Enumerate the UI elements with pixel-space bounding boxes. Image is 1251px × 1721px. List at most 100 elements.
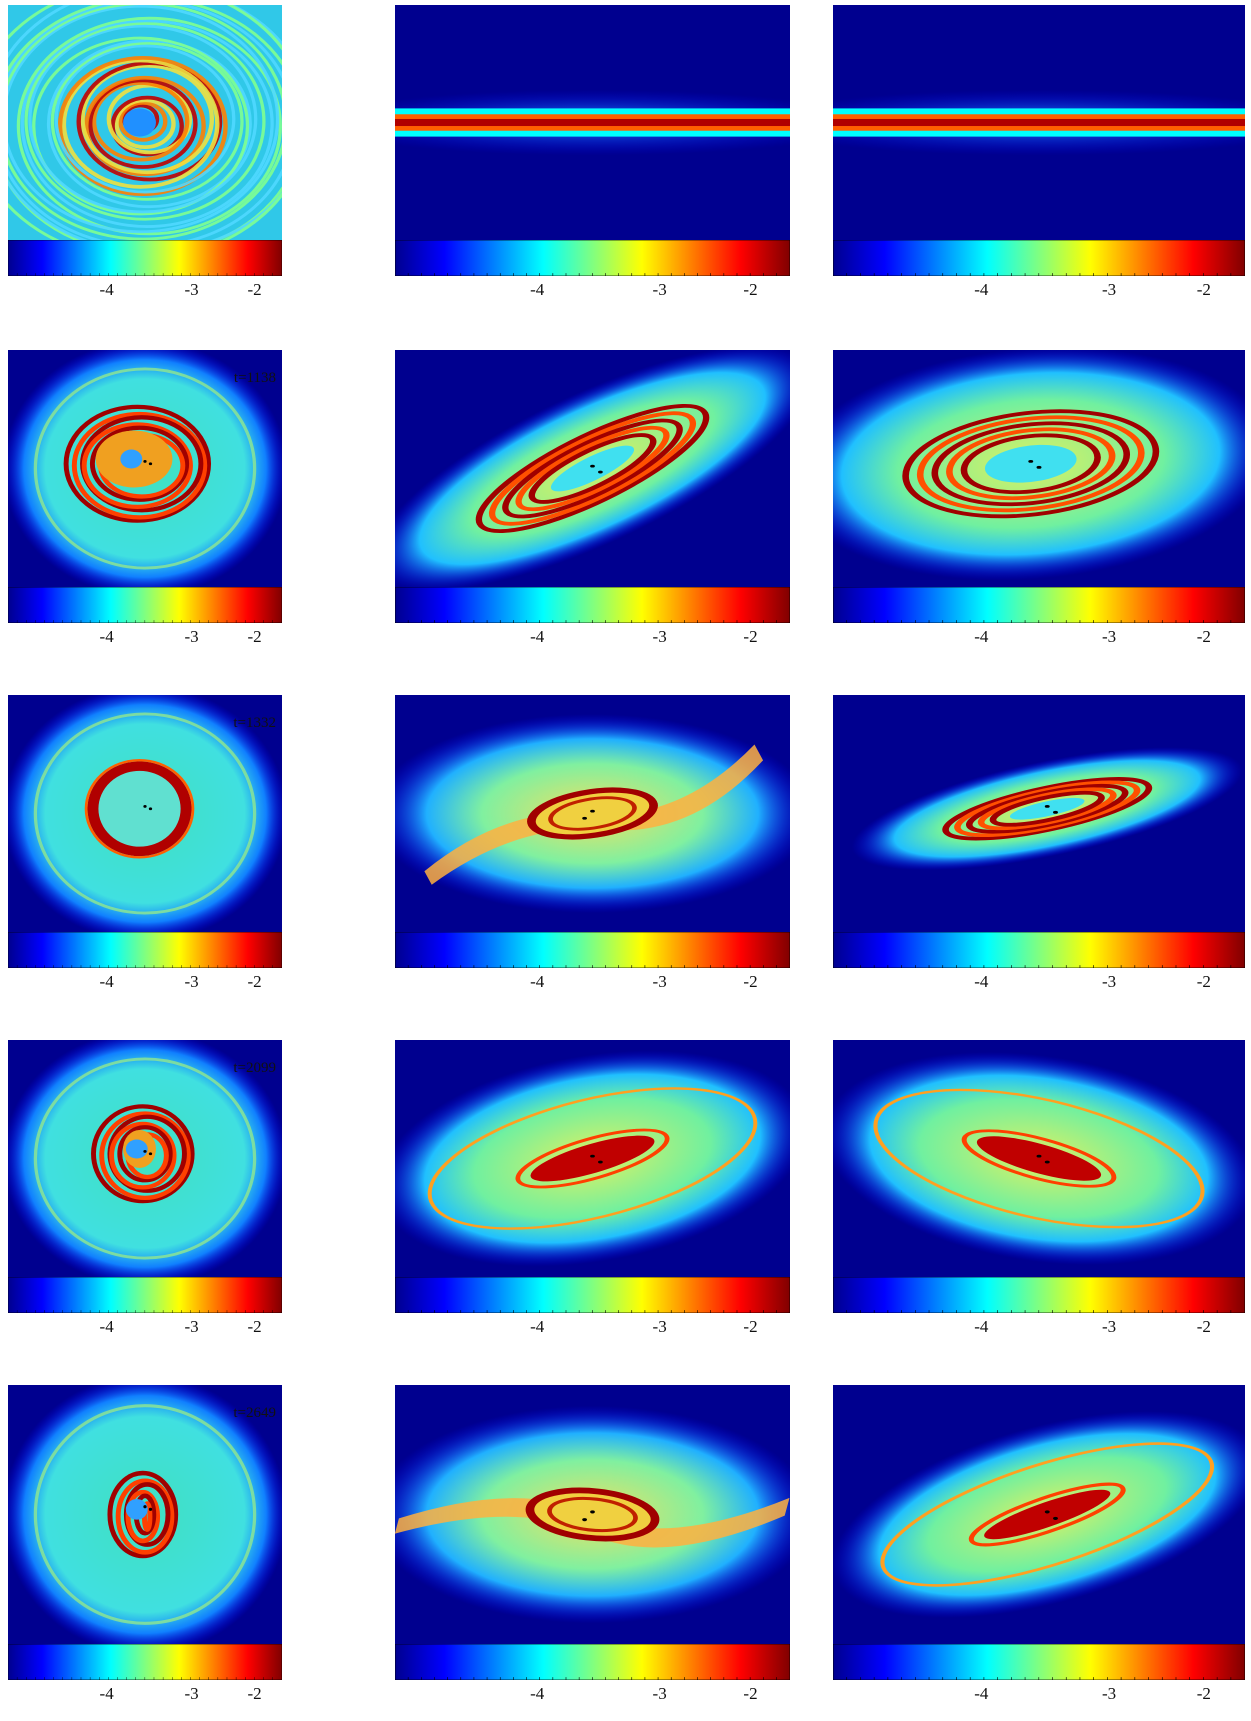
colorbar [8, 240, 282, 276]
density-map-image [833, 1385, 1245, 1644]
density-panel: -4 -3 -2 [395, 1385, 790, 1714]
colorbar [8, 1644, 282, 1680]
colorbar-tick-label: -2 [1196, 280, 1211, 299]
density-panel: -4 -3 -2 [833, 350, 1245, 657]
colorbar-ticks: -4 -3 -2 [833, 968, 1245, 996]
colorbar [833, 932, 1245, 968]
colorbar-tick-label: -3 [652, 1684, 667, 1703]
density-map-image [833, 695, 1245, 932]
colorbar-tick-label: -3 [652, 972, 667, 991]
colorbar-tick-label: -2 [247, 972, 262, 991]
time-label: t=1138 [233, 370, 276, 386]
colorbar-ticks: -4 -3 -2 [8, 1680, 282, 1708]
colorbar-tick-label: -3 [1101, 972, 1117, 991]
density-map-image [833, 350, 1245, 587]
colorbar-tick-label: -3 [652, 280, 667, 299]
colorbar-tick-label: -2 [743, 1317, 758, 1336]
density-panel: -4 -3 -2 [8, 5, 282, 310]
colorbar-tick-label: -3 [184, 627, 199, 646]
colorbar [833, 1644, 1245, 1680]
colorbar-tick-label: -2 [247, 627, 262, 646]
colorbar-tick-label: -3 [184, 972, 199, 991]
colorbar-tick-label: -4 [530, 280, 545, 299]
density-panel: -4 -3 -2 t=2649 [8, 1385, 282, 1714]
colorbar-tick-label: -2 [1196, 972, 1211, 991]
colorbar [395, 240, 790, 276]
colorbar-tick-label: -3 [184, 1684, 199, 1703]
colorbar-tick-label: -2 [1196, 627, 1211, 646]
colorbar-tick-label: -4 [530, 1684, 545, 1703]
colorbar [395, 1277, 790, 1313]
density-panel: -4 -3 -2 [833, 695, 1245, 1002]
colorbar-tick-label: -2 [743, 627, 758, 646]
colorbar-tick-label: -4 [99, 972, 114, 991]
density-panel: -4 -3 -2 [833, 1040, 1245, 1347]
colorbar-tick-label: -2 [1196, 1684, 1211, 1703]
colorbar-ticks: -4 -3 -2 [833, 1313, 1245, 1341]
colorbar [833, 1277, 1245, 1313]
density-map-image [8, 1385, 282, 1644]
density-panel: -4 -3 -2 [395, 5, 790, 310]
colorbar-tick-label: -2 [743, 972, 758, 991]
density-map-image [833, 5, 1245, 240]
density-panel: -4 -3 -2 [833, 1385, 1245, 1714]
colorbar-tick-label: -3 [1101, 1684, 1117, 1703]
colorbar-tick-label: -4 [530, 1317, 545, 1336]
colorbar-ticks: -4 -3 -2 [395, 968, 790, 996]
colorbar-tick-label: -3 [184, 1317, 199, 1336]
density-map-image [395, 695, 790, 932]
density-panel: -4 -3 -2 [395, 1040, 790, 1347]
time-label: t=1332 [233, 715, 276, 731]
colorbar-tick-label: -4 [99, 627, 114, 646]
density-panel: -4 -3 -2 [395, 695, 790, 1002]
colorbar-tick-label: -2 [743, 280, 758, 299]
colorbar-ticks: -4 -3 -2 [395, 276, 790, 304]
colorbar-tick-label: -3 [1101, 627, 1117, 646]
colorbar-ticks: -4 -3 -2 [395, 1313, 790, 1341]
colorbar [833, 587, 1245, 623]
colorbar-ticks: -4 -3 -2 [833, 623, 1245, 651]
colorbar-tick-label: -4 [99, 1317, 114, 1336]
colorbar-ticks: -4 -3 -2 [8, 623, 282, 651]
colorbar [8, 932, 282, 968]
colorbar-tick-label: -3 [652, 627, 667, 646]
time-label: t=2099 [233, 1060, 276, 1076]
density-map-image [8, 1040, 282, 1277]
colorbar-tick-label: -4 [530, 627, 545, 646]
colorbar [8, 587, 282, 623]
colorbar [395, 1644, 790, 1680]
colorbar-tick-label: -3 [1101, 1317, 1117, 1336]
density-map-image [395, 1040, 790, 1277]
density-map-image [833, 1040, 1245, 1277]
density-panel: -4 -3 -2 t=1138 [8, 350, 282, 657]
colorbar-ticks: -4 -3 -2 [833, 1680, 1245, 1708]
colorbar-tick-label: -4 [530, 972, 545, 991]
colorbar-ticks: -4 -3 -2 [8, 968, 282, 996]
colorbar [395, 932, 790, 968]
colorbar-tick-label: -4 [974, 627, 989, 646]
density-map-image [8, 5, 282, 240]
colorbar-ticks: -4 -3 -2 [395, 1680, 790, 1708]
colorbar-tick-label: -2 [1196, 1317, 1211, 1336]
colorbar [395, 587, 790, 623]
colorbar-tick-label: -2 [247, 1684, 262, 1703]
colorbar-ticks: -4 -3 -2 [833, 276, 1245, 304]
density-map-image [395, 350, 790, 587]
colorbar-tick-label: -3 [652, 1317, 667, 1336]
colorbar-tick-label: -4 [99, 1684, 114, 1703]
time-label: t=2649 [233, 1405, 276, 1421]
colorbar-tick-label: -4 [974, 972, 989, 991]
colorbar-tick-label: -4 [974, 280, 989, 299]
colorbar-ticks: -4 -3 -2 [8, 1313, 282, 1341]
colorbar-tick-label: -2 [247, 280, 262, 299]
colorbar-tick-label: -3 [184, 280, 199, 299]
colorbar-tick-label: -3 [1101, 280, 1117, 299]
density-panel: -4 -3 -2 [833, 5, 1245, 310]
colorbar-tick-label: -2 [247, 1317, 262, 1336]
colorbar-ticks: -4 -3 -2 [8, 276, 282, 304]
colorbar [8, 1277, 282, 1313]
density-map-image [8, 350, 282, 587]
colorbar-tick-label: -4 [974, 1317, 989, 1336]
density-map-image [395, 1385, 790, 1644]
density-panel: -4 -3 -2 t=2099 [8, 1040, 282, 1347]
